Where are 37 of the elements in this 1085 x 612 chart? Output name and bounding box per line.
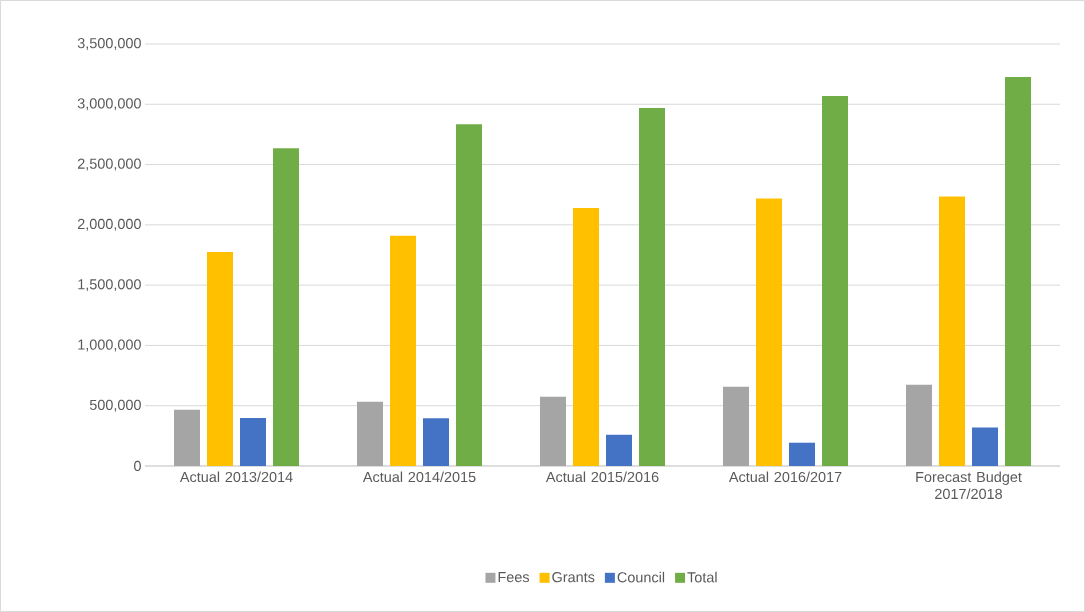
bar xyxy=(207,251,234,466)
legend-label: Total xyxy=(687,571,717,583)
bar xyxy=(939,196,966,466)
y-tick-label: 0 xyxy=(134,460,141,472)
x-tick-label: Forecast Budget 2017/2018 xyxy=(916,471,1022,500)
bar xyxy=(906,384,933,466)
bar xyxy=(573,208,600,466)
bar xyxy=(723,386,750,466)
x-tick-label: Actual 2014/2015 xyxy=(362,471,476,483)
bar xyxy=(174,409,201,466)
bar xyxy=(357,401,384,466)
bar xyxy=(540,396,567,466)
legend-label: Fees xyxy=(498,572,530,583)
bar xyxy=(456,124,483,466)
bar xyxy=(972,427,999,466)
bar xyxy=(822,95,849,466)
y-tick-label: 2,500,000 xyxy=(77,158,141,171)
x-tick-label: Actual 2016/2017 xyxy=(728,471,842,483)
y-tick-label: 3,500,000 xyxy=(77,38,141,50)
bar xyxy=(240,418,267,466)
bar xyxy=(639,107,666,466)
bar xyxy=(390,235,417,466)
y-tick-label: 1,500,000 xyxy=(78,279,141,292)
legend-label: Grants xyxy=(552,572,595,583)
bar xyxy=(1005,76,1032,466)
bar xyxy=(789,442,816,466)
y-tick-label: 500,000 xyxy=(89,399,141,412)
y-tick-label: 3,000,000 xyxy=(77,98,141,111)
x-tick-label: Actual 2015/2016 xyxy=(545,471,659,483)
y-tick-label: 2,000,000 xyxy=(77,218,141,231)
x-tick-label: Actual 2013/2014 xyxy=(179,471,293,483)
legend-label: Council xyxy=(617,571,665,583)
bar xyxy=(606,434,633,466)
bar xyxy=(423,418,450,466)
bar xyxy=(273,148,300,466)
bar xyxy=(756,198,783,466)
y-tick-label: 1,000,000 xyxy=(78,339,141,352)
